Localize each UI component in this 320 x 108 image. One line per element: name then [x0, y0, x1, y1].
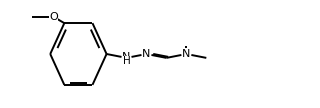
- Text: O: O: [49, 12, 58, 22]
- Text: N: N: [182, 49, 191, 59]
- Text: H: H: [123, 56, 130, 66]
- Text: N: N: [142, 49, 151, 59]
- Text: N: N: [122, 52, 131, 62]
